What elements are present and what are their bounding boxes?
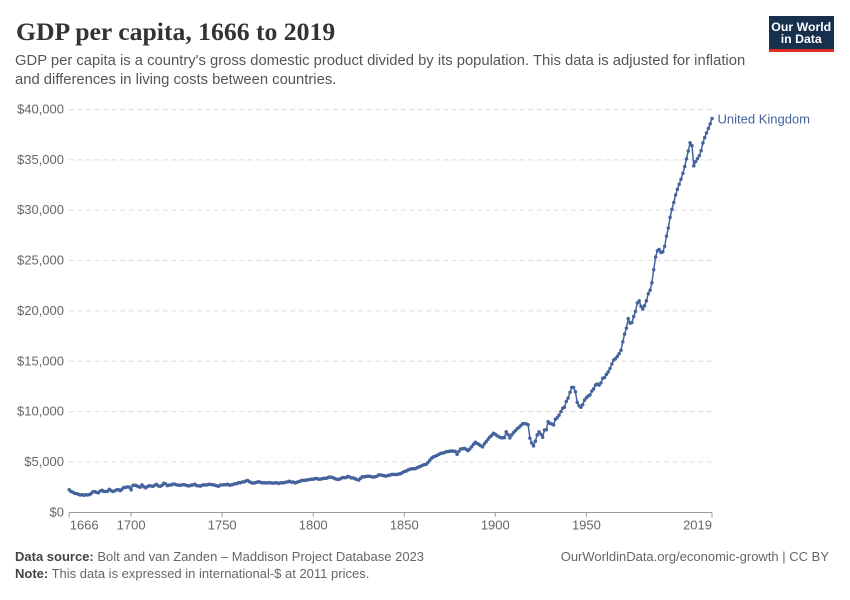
svg-text:1850: 1850 xyxy=(390,518,419,533)
svg-text:1900: 1900 xyxy=(481,518,510,533)
svg-text:1700: 1700 xyxy=(117,518,146,533)
svg-text:$15,000: $15,000 xyxy=(17,353,64,368)
svg-text:$30,000: $30,000 xyxy=(17,202,64,217)
svg-text:1750: 1750 xyxy=(208,518,237,533)
svg-text:$20,000: $20,000 xyxy=(17,303,64,318)
svg-text:$10,000: $10,000 xyxy=(17,404,64,419)
svg-text:1666: 1666 xyxy=(70,518,99,533)
svg-text:$0: $0 xyxy=(50,504,64,519)
svg-text:1800: 1800 xyxy=(299,518,328,533)
svg-text:$35,000: $35,000 xyxy=(17,152,64,167)
svg-text:$5,000: $5,000 xyxy=(24,454,64,469)
svg-text:$25,000: $25,000 xyxy=(17,253,64,268)
svg-text:United Kingdom: United Kingdom xyxy=(718,112,811,127)
svg-text:2019: 2019 xyxy=(683,518,712,533)
svg-text:1950: 1950 xyxy=(572,518,601,533)
svg-text:$40,000: $40,000 xyxy=(17,102,64,117)
